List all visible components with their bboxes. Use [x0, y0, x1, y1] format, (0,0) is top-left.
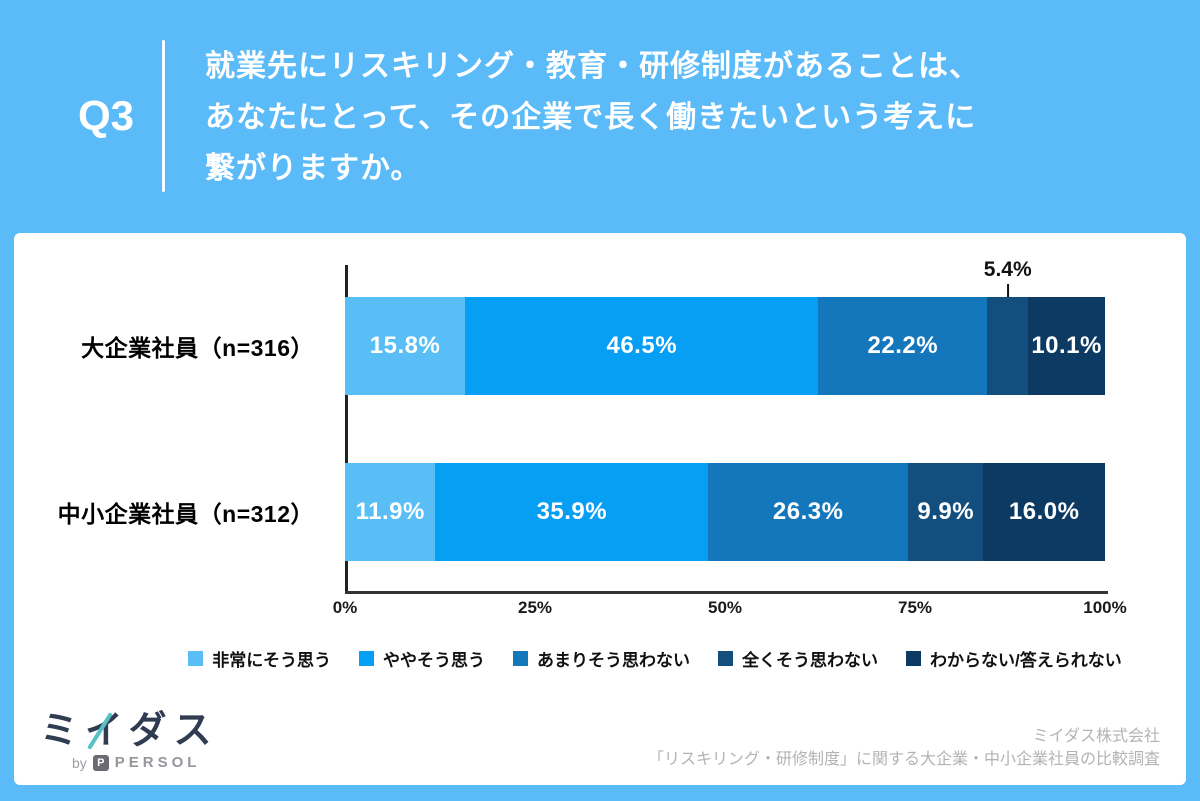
legend-swatch-icon: [358, 651, 374, 666]
bar-segment: 26.3%: [708, 463, 909, 561]
bar-segment: 16.0%: [983, 463, 1105, 561]
segment-value-label: 46.5%: [606, 332, 678, 359]
bar-segment: 46.5%: [465, 297, 819, 395]
x-axis-tick-label: 50%: [707, 598, 743, 617]
miidas-logo-label: ミイダス: [40, 710, 219, 752]
legend-label: わからない/答えられない: [929, 651, 1122, 670]
bar-segment: 9.9%: [908, 463, 984, 561]
legend-swatch-icon: [188, 651, 204, 666]
stacked-bar: 11.9% 35.9% 26.3% 9.9% 16.0%: [345, 463, 1105, 561]
legend-label: あまりそう思わない: [536, 651, 690, 670]
callout-leader-line: [1006, 284, 1009, 306]
segment-value-label: 10.1%: [1031, 332, 1102, 359]
header-divider: [162, 40, 165, 192]
chart-card: 5.4% 大企業社員（n=316） 15.8% 46.5% 22.2% 10.1% 中小企業…: [14, 233, 1186, 785]
question-text: 就業先にリスキリング・教育・研修制度があることは、 あなたにとって、その企業で長…: [205, 40, 980, 233]
row-category-label: 大企業社員（n=316）: [81, 335, 314, 361]
miidas-logo: ミイダス by P PERSOL: [40, 711, 218, 771]
legend-item: 非常にそう思う: [188, 646, 331, 671]
bar-segment: [987, 297, 1029, 395]
legend-label: ややそう思う: [382, 651, 485, 670]
segment-value-label: 11.9%: [355, 498, 425, 525]
bar-segment: 15.8%: [345, 297, 466, 395]
bar-segment: 22.2%: [818, 297, 988, 395]
row-category-label: 中小企業社員（n=312）: [57, 501, 314, 527]
question-header: Q3 就業先にリスキリング・教育・研修制度があることは、 あなたにとって、その企…: [0, 0, 1200, 233]
legend-item: あまりそう思わない: [512, 646, 690, 671]
miidas-logo-text: ミイダス: [40, 711, 218, 751]
legend-swatch-icon: [717, 651, 733, 666]
segment-value-label: 26.3%: [772, 498, 844, 525]
x-axis-tick-label: 75%: [897, 598, 933, 617]
legend-item: ややそう思う: [358, 646, 485, 671]
bar-segment: 11.9%: [345, 463, 436, 561]
question-line-3: 繋がりますか。: [205, 152, 422, 185]
legend-label: 非常にそう思う: [212, 651, 331, 670]
x-axis-line: [345, 591, 1108, 594]
chart-row: 中小企業社員（n=312） 11.9% 35.9% 26.3% 9.9% 16.0%: [14, 463, 1105, 561]
source-company: ミイダス株式会社: [1032, 728, 1160, 745]
legend-label: 全くそう思わない: [741, 651, 878, 670]
x-axis-tick-label: 0%: [332, 598, 358, 617]
chart-legend: 非常にそう思う ややそう思う あまりそう思わない 全くそう思わない わからない/答えられ…: [14, 646, 1186, 671]
source-attribution: ミイダス株式会社 「リスキリング・研修制度」に関する大企業・中小企業社員の比較調…: [648, 725, 1160, 771]
stacked-bar: 15.8% 46.5% 22.2% 10.1%: [345, 297, 1105, 395]
legend-item: わからない/答えられない: [905, 646, 1122, 671]
segment-value-label: 9.9%: [917, 498, 975, 525]
persol-label: PERSOL: [114, 754, 201, 771]
persol-byline: by P PERSOL: [40, 754, 218, 771]
legend-item: 全くそう思わない: [717, 646, 878, 671]
bar-segment: 35.9%: [435, 463, 709, 561]
question-line-1: 就業先にリスキリング・教育・研修制度があることは、: [205, 50, 980, 83]
segment-value-label: 22.2%: [867, 332, 939, 359]
callout-annotation: 5.4%: [984, 259, 1032, 306]
by-label: by: [72, 754, 87, 771]
x-axis-tick-label: 100%: [1083, 598, 1127, 617]
segment-value-label: 16.0%: [1008, 498, 1080, 525]
x-axis-tick-label: 25%: [517, 598, 553, 617]
question-line-2: あなたにとって、その企業で長く働きたいという考えに: [205, 101, 977, 134]
legend-swatch-icon: [512, 651, 528, 666]
source-survey-title: 「リスキリング・研修制度」に関する大企業・中小企業社員の比較調査: [647, 751, 1160, 768]
callout-value-label: 5.4%: [983, 258, 1032, 281]
segment-value-label: 35.9%: [536, 498, 608, 525]
chart-row: 大企業社員（n=316） 15.8% 46.5% 22.2% 10.1%: [14, 297, 1105, 395]
y-axis-line: [345, 265, 348, 593]
segment-value-label: 15.8%: [369, 332, 441, 359]
question-number: Q3: [77, 92, 135, 139]
persol-mark-icon: P: [92, 754, 109, 771]
legend-swatch-icon: [905, 651, 921, 666]
bar-segment: 10.1%: [1028, 297, 1105, 395]
